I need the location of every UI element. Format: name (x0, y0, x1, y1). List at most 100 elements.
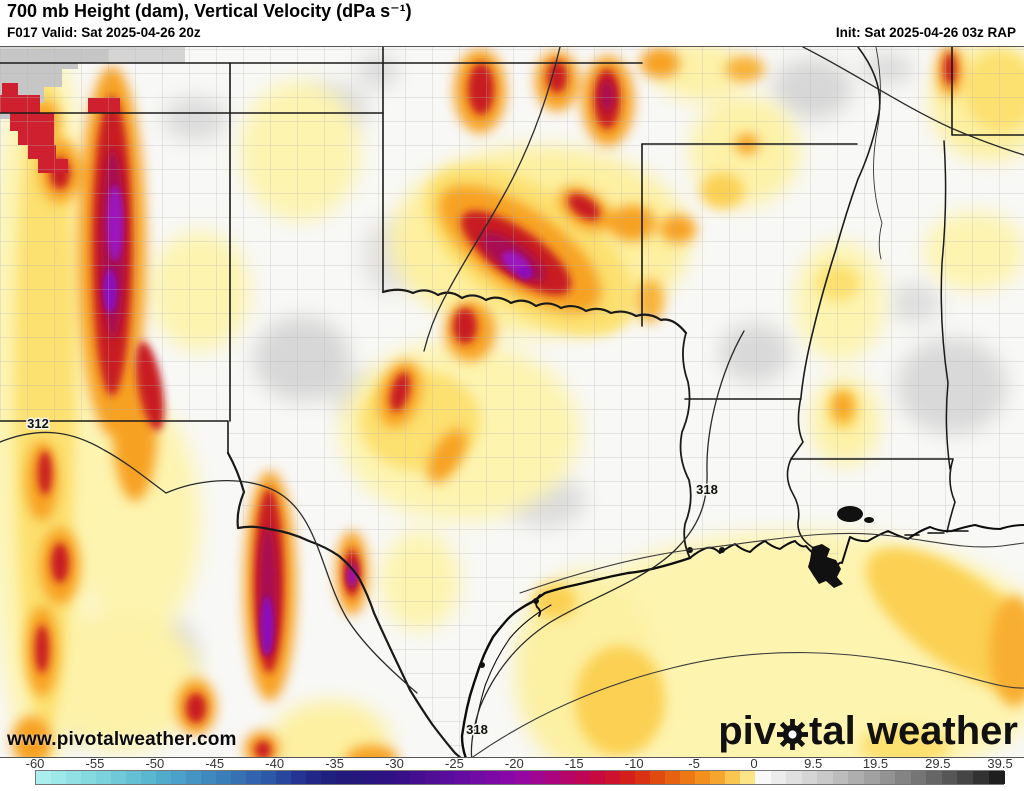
gear-icon (777, 717, 809, 750)
color-scale-tick-label: -25 (445, 756, 464, 771)
color-scale-cell (545, 771, 562, 784)
color-scale-tick-label: -10 (624, 756, 644, 771)
color-scale-tick-label: -30 (385, 756, 404, 771)
color-scale-cell (879, 771, 897, 784)
color-scale-cell (470, 771, 487, 784)
color-scale-cell (80, 771, 97, 784)
color-scale-cell (380, 771, 397, 784)
color-scale-cell (680, 771, 697, 784)
color-scale-tick-label: -55 (85, 756, 105, 771)
color-scale-cell (590, 771, 607, 784)
color-scale-tick-label: -15 (564, 756, 584, 771)
color-scale-cell (455, 771, 472, 784)
color-scale-tick-label: 29.5 (925, 756, 951, 771)
logo-text-piv: piv (718, 709, 777, 753)
pivotal-weather-logo: piv tal weather (718, 711, 1018, 751)
color-scale-cell (440, 771, 457, 784)
color-scale-cell (530, 771, 547, 784)
color-scale-cell (410, 771, 427, 784)
color-scale-cell (832, 771, 850, 784)
color-scale-cell (910, 771, 928, 784)
color-scale-cell (140, 771, 157, 784)
color-scale-cell (350, 771, 367, 784)
color-scale-cell (786, 771, 803, 784)
color-scale-tick-label: -50 (145, 756, 165, 771)
color-scale-tick-label: -35 (325, 756, 344, 771)
color-scale-tick-label: 0 (750, 756, 758, 771)
color-scale-cell (36, 771, 52, 784)
color-scale-cell (395, 771, 412, 784)
color-scale-cell (973, 771, 990, 784)
color-scale-tick-label: -60 (25, 756, 45, 771)
color-scale-cell (245, 771, 262, 784)
contour-labels: 312 318 318 (26, 415, 720, 739)
contour-label: 312 (27, 416, 49, 431)
color-scale-cell (957, 771, 975, 784)
contour-label: 318 (696, 482, 718, 497)
color-scale-tick-label: -20 (504, 756, 524, 771)
color-scale-cell (65, 771, 82, 784)
height-contours (0, 47, 1024, 757)
color-scale-cell (215, 771, 232, 784)
color-scale-cell (305, 771, 322, 784)
color-scale-cell (801, 771, 819, 784)
color-scale-cell (665, 771, 682, 784)
logo-text-tal-weather: tal weather (809, 709, 1018, 753)
color-scale-cell (620, 771, 637, 784)
weather-map-graphic: 312 318 318 (0, 47, 1024, 757)
color-scale-cell (200, 771, 217, 784)
color-scale-cell (605, 771, 622, 784)
color-scale-tick-label: -45 (205, 756, 225, 771)
color-scale-cell (500, 771, 517, 784)
color-scale-cell (926, 771, 943, 784)
color-scale-cell (895, 771, 912, 784)
color-scale-cell (365, 771, 382, 784)
color-scale-cell (817, 771, 834, 784)
color-scale-cell (575, 771, 592, 784)
color-scale-cell (170, 771, 187, 784)
map-canvas: 312 318 318 (0, 46, 1024, 758)
color-scale-cell (755, 771, 772, 784)
color-scale-cell (185, 771, 202, 784)
state-borders (0, 47, 1024, 757)
color-scale-cell (864, 771, 881, 784)
color-scale-cell (335, 771, 352, 784)
color-scale-cell (485, 771, 502, 784)
color-scale-cell (988, 771, 1006, 784)
color-scale-cell (560, 771, 577, 784)
color-scale-cell (635, 771, 652, 784)
color-scale-cell (320, 771, 337, 784)
color-scale-cell (260, 771, 277, 784)
header-bar: 700 mb Height (dam), Vertical Velocity (… (0, 0, 1024, 46)
rio-grande-border (226, 451, 462, 757)
vv-color-scale: -60 -55 -50 -45 -40 -35 -30 -25 -20 -15 -10 -5 0 9.5 1… (0, 756, 1024, 791)
color-scale-cell (230, 771, 247, 784)
contour-label: 318 (466, 722, 488, 737)
color-scale-cell (725, 771, 741, 784)
color-scale-tick-label: 39.5 (987, 756, 1013, 771)
color-scale-cell (125, 771, 142, 784)
color-scale-cell (848, 771, 865, 784)
init-time-label: Init: Sat 2025-04-26 03z RAP (835, 25, 1016, 40)
page-title: 700 mb Height (dam), Vertical Velocity (… (7, 1, 412, 21)
color-scale-tick-label: 9.5 (804, 756, 823, 771)
color-scale-cell (95, 771, 112, 784)
red-river-border (381, 288, 688, 335)
color-scale-cell (50, 771, 67, 784)
color-scale-cell (650, 771, 667, 784)
color-scale-bar (35, 770, 1006, 785)
color-scale-cell (710, 771, 727, 784)
color-scale-tick-label: 19.5 (862, 756, 889, 771)
color-scale-tick-label: -5 (688, 756, 700, 771)
color-scale-cell (770, 771, 788, 784)
color-scale-cell (515, 771, 532, 784)
valid-time-label: F017 Valid: Sat 2025-04-26 20z (7, 25, 201, 40)
color-scale-cell (740, 771, 756, 784)
color-scale-cell (290, 771, 307, 784)
color-scale-cell (695, 771, 712, 784)
color-scale-cell (110, 771, 127, 784)
color-scale-cell (941, 771, 959, 784)
color-scale-tick-label: -40 (265, 756, 285, 771)
color-scale-cell (275, 771, 292, 784)
